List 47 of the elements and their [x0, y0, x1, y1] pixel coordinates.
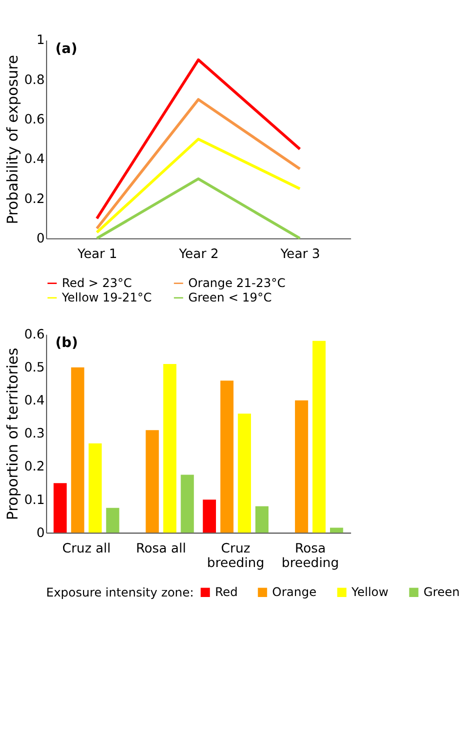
y-tick-label: 0 — [36, 526, 45, 541]
legend-label: Red > 23°C — [62, 276, 132, 290]
bar — [330, 528, 344, 533]
bar — [202, 500, 216, 533]
legend-label: Green < 19°C — [188, 290, 272, 305]
y-tick-label: 0.8 — [24, 72, 45, 88]
bar — [71, 367, 84, 533]
bar — [294, 400, 308, 533]
legend-label: Yellow — [350, 585, 389, 600]
y-tick-label: 1 — [36, 33, 45, 48]
bar — [312, 340, 326, 533]
bar — [146, 430, 159, 533]
bar — [180, 474, 194, 533]
y-axis-title: Proportion of territories — [4, 348, 22, 520]
y-tick-label: 0.6 — [24, 327, 45, 342]
legend-title: Exposure intensity zone: — [46, 585, 194, 600]
x-tick-label: Year 1 — [76, 247, 118, 262]
bar — [54, 483, 67, 533]
x-tick-label: Year 2 — [178, 247, 219, 262]
y-tick-label: 0.6 — [24, 112, 45, 128]
bar — [255, 506, 269, 533]
chart-title: (b) — [55, 335, 78, 352]
legend-label: Green — [423, 585, 460, 600]
x-tick-label: Cruz breeding — [207, 541, 264, 572]
y-tick-label: 0.3 — [24, 426, 45, 442]
x-tick-label: Year 3 — [279, 247, 320, 262]
y-tick-label: 0.5 — [24, 360, 45, 376]
y-tick-label: 0.2 — [24, 192, 45, 207]
bar — [238, 414, 251, 533]
chart-title: (a) — [55, 40, 78, 57]
x-tick-label: Rosa all — [136, 541, 186, 556]
bar — [106, 508, 120, 533]
y-tick-label: 0 — [36, 231, 45, 246]
y-tick-label: 0.1 — [24, 492, 45, 508]
bar — [88, 443, 102, 533]
legend-label: Red — [214, 585, 238, 600]
y-axis-title: Probability of exposure — [4, 54, 22, 224]
legend-label: Yellow 19-21°C — [60, 290, 152, 305]
y-tick-label: 0.4 — [24, 152, 45, 168]
bar — [220, 380, 234, 533]
x-tick-label: Rosa breeding — [282, 541, 339, 572]
x-tick-label: Cruz all — [62, 541, 111, 556]
y-tick-label: 0.4 — [24, 394, 45, 409]
legend-label: Orange 21-23°C — [188, 276, 286, 290]
y-tick-label: 0.2 — [24, 460, 45, 475]
legend-label: Orange — [272, 585, 316, 600]
bar — [163, 364, 176, 533]
